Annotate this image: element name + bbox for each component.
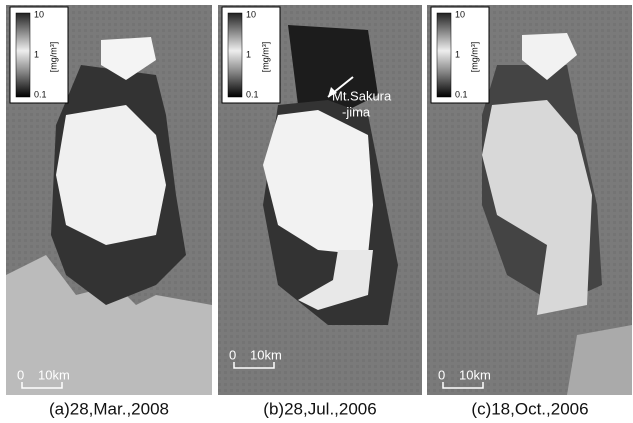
figure: 10 1 0.1 [mg/m³] 10 1 0.1 [mg/m³] 10 1 0…	[0, 0, 633, 423]
caption: (a)28,Mar.,2008	[49, 399, 169, 418]
scale-start: 0	[17, 367, 24, 382]
colorbar-tick: 0.1	[246, 89, 259, 99]
caption: (c)18,Oct.,2006	[471, 399, 588, 418]
colorbar-tick: 10	[34, 9, 44, 19]
colorbar-tick: 0.1	[455, 89, 468, 99]
colorbar-unit: [mg/m³]	[260, 42, 270, 73]
scale-end: 10km	[38, 367, 70, 382]
colorbar-tick: 1	[34, 49, 39, 59]
colorbar-unit: [mg/m³]	[48, 42, 58, 73]
colorbar-tick: 10	[246, 9, 256, 19]
colorbar-tick: 10	[455, 9, 465, 19]
colorbar: 10 1 0.1 [mg/m³]	[222, 7, 280, 103]
scale-end: 10km	[459, 367, 491, 382]
annotation: -jima	[342, 104, 371, 119]
caption: (b)28,Jul.,2006	[263, 399, 376, 418]
colorbar-tick: 1	[455, 49, 460, 59]
colorbar: 10 1 0.1 [mg/m³]	[10, 7, 68, 103]
colorbar-unit: [mg/m³]	[469, 42, 479, 73]
colorbar-tick: 0.1	[34, 89, 47, 99]
colorbar: 10 1 0.1 [mg/m³]	[431, 7, 489, 103]
scale-end: 10km	[250, 347, 282, 362]
colorbar-tick: 1	[246, 49, 251, 59]
scale-start: 0	[438, 367, 445, 382]
scale-start: 0	[229, 347, 236, 362]
annotation: Mt.Sakura	[332, 88, 392, 103]
